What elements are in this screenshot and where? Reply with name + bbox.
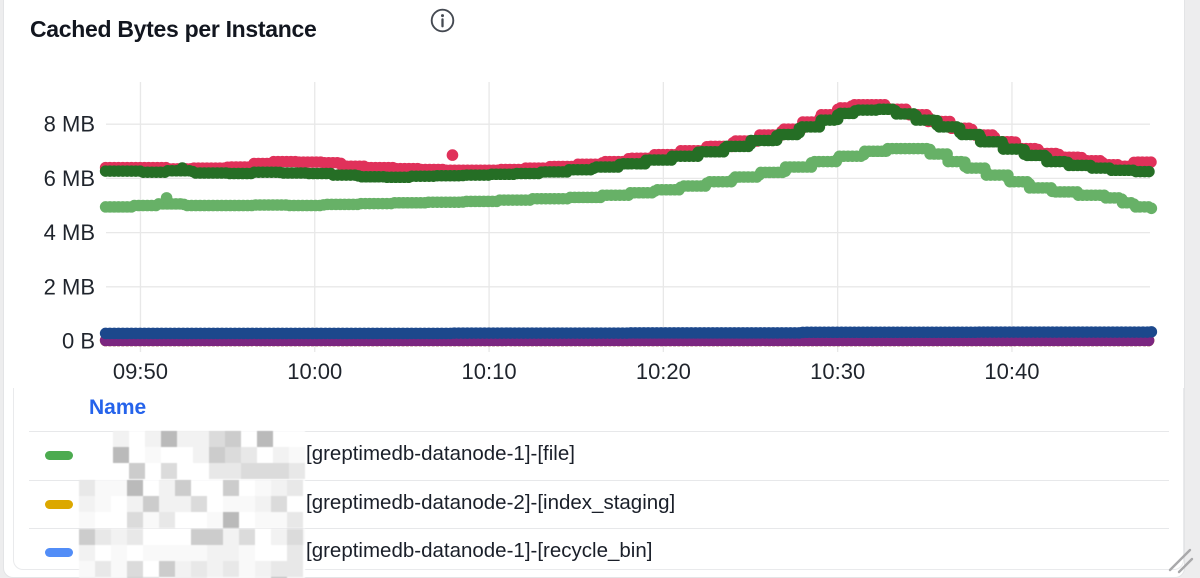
- x-axis-label: 09:50: [113, 359, 168, 384]
- legend-column-name[interactable]: Name: [89, 396, 147, 419]
- series-dark-green-series: [99, 103, 1158, 184]
- redaction-mosaic: [113, 431, 305, 479]
- y-axis-label: 0 B: [62, 329, 95, 354]
- legend-row-recycle-bin[interactable]: [greptimedb-datanode-1]-[recycle_bin]: [14, 528, 1183, 569]
- series-color-pill: [45, 548, 73, 557]
- legend-divider: [29, 479, 1169, 481]
- series-label: [greptimedb-datanode-2]-[index_staging]: [306, 490, 676, 514]
- redaction-mosaic: [79, 480, 305, 528]
- series-navy-series: [99, 326, 1158, 340]
- legend-divider: [29, 431, 1169, 432]
- resize-handle[interactable]: [1162, 542, 1196, 576]
- y-axis-label: 4 MB: [44, 220, 95, 245]
- x-axis-label: 10:30: [810, 359, 865, 384]
- series-label: [greptimedb-datanode-1]-[recycle_bin]: [306, 539, 653, 562]
- legend-row-file[interactable]: [greptimedb-datanode-1]-[file]: [14, 431, 1183, 479]
- series-color-pill: [45, 451, 73, 460]
- series-light-green-series: [99, 142, 1158, 215]
- y-axis-label: 6 MB: [44, 166, 95, 191]
- info-icon[interactable]: [429, 7, 456, 34]
- x-axis-label: 10:20: [636, 359, 691, 384]
- x-axis-label: 10:10: [462, 359, 517, 384]
- legend-divider: [29, 528, 1169, 529]
- legend-row-index-staging[interactable]: [greptimedb-datanode-2]-[index_staging]: [14, 480, 1183, 528]
- series-label: [greptimedb-datanode-1]-[file]: [306, 442, 575, 465]
- y-axis-label: 8 MB: [44, 112, 95, 137]
- panel-title: Cached Bytes per Instance: [30, 16, 317, 42]
- series-color-pill: [45, 499, 73, 509]
- timeseries-chart[interactable]: 0 B 2 MB 4 MB 6 MB 8 MB 09:50 10:00 10:10 10:20 1…: [0, 0, 1200, 392]
- y-axis-label: 2 MB: [44, 274, 95, 299]
- x-axis-label: 10:40: [984, 359, 1039, 384]
- x-axis-label: 10:00: [287, 359, 342, 384]
- redaction-mosaic: [79, 529, 305, 578]
